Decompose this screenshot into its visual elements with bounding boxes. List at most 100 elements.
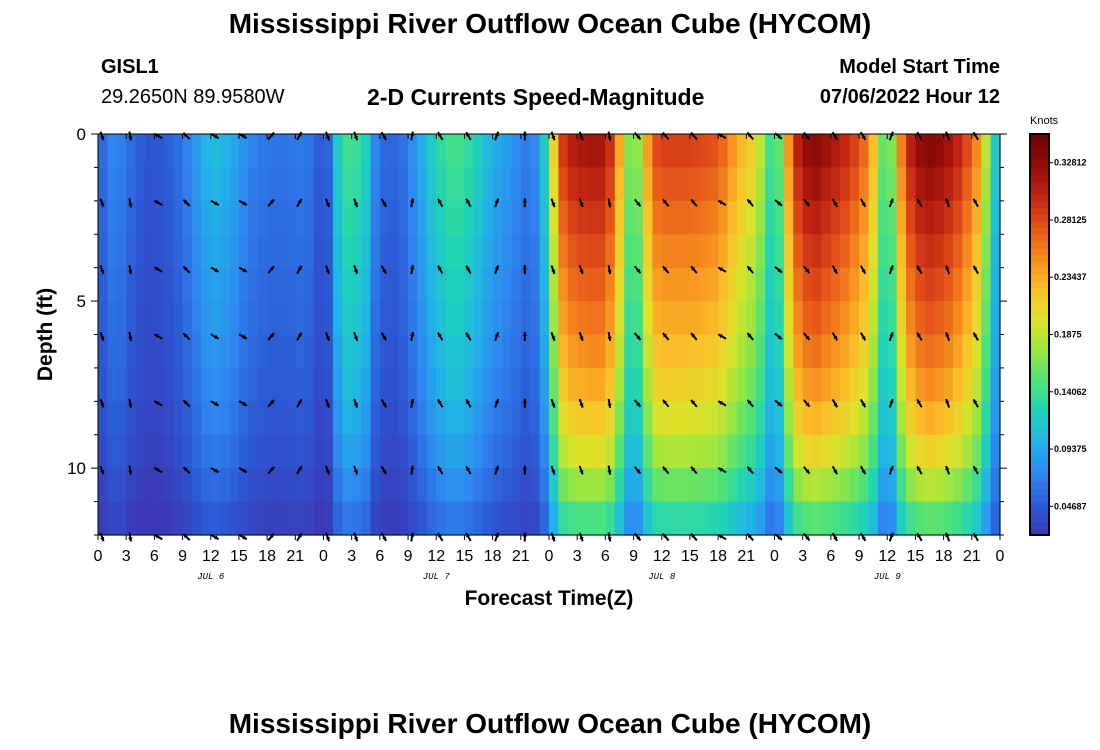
heatmap-cell — [962, 401, 973, 436]
heatmap-cell — [332, 200, 343, 235]
vector-head — [945, 332, 950, 337]
heatmap-cell — [981, 334, 992, 369]
heatmap-cell — [887, 434, 898, 469]
heatmap-cell — [126, 301, 137, 336]
colorbar-segment — [1030, 408, 1049, 416]
current-vector-arrow — [633, 265, 642, 274]
vector-head — [889, 399, 894, 404]
heatmap-cell — [718, 267, 729, 302]
heatmap-cell — [332, 334, 343, 369]
current-vector-arrow — [99, 131, 105, 141]
heatmap-cell — [98, 401, 108, 436]
heatmap-cell — [220, 501, 231, 536]
heatmap-cell — [642, 167, 653, 202]
heatmap-cell — [257, 501, 268, 536]
colorbar-tick-label: 0.09375 — [1054, 444, 1087, 454]
colorbar-segment — [1030, 287, 1049, 295]
current-vector-arrow — [380, 265, 387, 275]
heatmap-cell — [539, 134, 550, 169]
heatmap-cell — [361, 267, 372, 302]
heatmap-cell — [116, 401, 127, 436]
heatmap-cell — [257, 200, 268, 235]
heatmap-cell — [98, 468, 108, 503]
heatmap-cell — [238, 434, 249, 469]
heatmap-cell — [323, 301, 334, 336]
heatmap-cell — [746, 167, 757, 202]
heatmap-cell — [398, 267, 409, 302]
heatmap-cell — [567, 134, 578, 169]
vector-head — [636, 335, 641, 340]
colorbar-segment — [1030, 260, 1049, 269]
heatmap-cell — [220, 301, 231, 336]
heatmap-cell — [520, 434, 531, 469]
vector-head — [494, 399, 499, 404]
heatmap-cell — [661, 134, 672, 169]
vector-head — [438, 399, 442, 404]
heatmap-cell — [257, 267, 268, 302]
heatmap-cell — [210, 267, 221, 302]
heatmap-cell — [558, 134, 569, 169]
colorbar-segment — [1030, 207, 1049, 215]
heatmap-cell — [699, 334, 710, 369]
vector-head — [917, 399, 922, 404]
colorbar-segment — [1030, 294, 1049, 302]
vector-head — [382, 536, 387, 541]
heatmap-cell — [605, 401, 616, 436]
current-vector-arrow — [662, 466, 670, 475]
heatmap-cell — [379, 301, 390, 336]
heatmap-cell — [248, 267, 259, 302]
vector-head — [466, 399, 471, 404]
heatmap-cell — [182, 434, 193, 469]
heatmap-cell — [464, 434, 475, 469]
heatmap-cell — [971, 267, 982, 302]
heatmap-cell — [210, 434, 221, 469]
heatmap-cell — [220, 434, 231, 469]
heatmap-cell — [859, 501, 870, 536]
x-tick-label: 9 — [178, 548, 187, 565]
vector-head — [382, 469, 387, 475]
heatmap-cell — [549, 301, 559, 336]
vector-head — [242, 334, 247, 339]
vector-head — [718, 467, 723, 472]
heatmap-cell — [182, 200, 193, 235]
heatmap-cell — [323, 234, 334, 269]
heatmap-cell — [370, 200, 381, 235]
current-vector-arrow — [99, 532, 105, 542]
colorbar-segment — [1030, 414, 1049, 422]
current-vector-arrow — [888, 265, 894, 275]
heatmap-cell — [953, 468, 964, 503]
heatmap-cell — [502, 434, 513, 469]
heatmap-cell — [962, 367, 973, 402]
heatmap-cell — [868, 334, 879, 369]
current-vector-arrow — [410, 331, 415, 342]
current-vector-arrow — [182, 399, 191, 408]
heatmap-cell — [971, 200, 982, 235]
heatmap-cell — [943, 134, 954, 169]
heatmap-cell — [201, 468, 212, 503]
current-vector-arrow — [746, 466, 754, 475]
colorbar-tick-label: 0.28125 — [1054, 215, 1087, 225]
current-vector-arrow — [831, 332, 838, 341]
day-label: JUL 7 — [423, 572, 451, 582]
colorbar-segment — [1030, 448, 1049, 456]
heatmap-cell — [896, 367, 907, 402]
heatmap-cell — [830, 234, 841, 269]
heatmap-cell — [849, 267, 860, 302]
heatmap-cell — [614, 468, 625, 503]
heatmap-cell — [210, 234, 221, 269]
heatmap-cell — [821, 434, 832, 469]
colorbar-segment — [1030, 528, 1049, 536]
heatmap-cell — [680, 334, 691, 369]
vector-head — [833, 536, 838, 541]
vector-head — [551, 269, 556, 274]
heatmap-cell — [614, 501, 625, 536]
current-vector-arrow — [607, 331, 612, 342]
model-start-label: Model Start Time — [839, 56, 1000, 78]
colorbar-segment — [1030, 434, 1049, 443]
current-vector-arrow — [972, 398, 979, 408]
heatmap-cell — [586, 167, 597, 202]
heatmap-cell — [154, 434, 165, 469]
heatmap-cell — [417, 468, 428, 503]
heatmap-cell — [943, 267, 954, 302]
